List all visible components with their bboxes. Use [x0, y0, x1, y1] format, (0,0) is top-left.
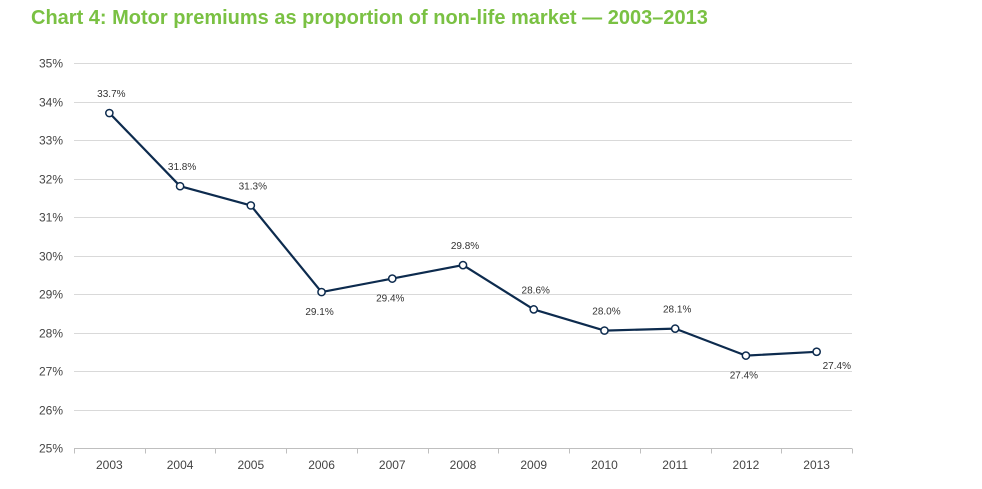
series-line	[108, 112, 817, 357]
data-point-2006	[317, 287, 326, 297]
y-tick-label: 31%	[39, 211, 63, 225]
data-label-2007: 29.4%	[376, 294, 404, 305]
data-point-2005	[246, 201, 256, 210]
y-tick-label: 25%	[39, 442, 63, 456]
data-label-2004: 31.8%	[168, 162, 196, 173]
data-point-2004	[175, 181, 185, 191]
y-tick-label: 29%	[39, 288, 63, 302]
y-tick-label: 35%	[39, 57, 63, 71]
x-tick-label-2003: 2003	[96, 458, 123, 472]
y-tick-label: 32%	[39, 173, 63, 187]
data-labels: 33.7% 31.8% 31.3% 29.1% 29.4% 29.8% 28.6% 28.0%…	[97, 89, 851, 382]
data-point-2012	[741, 351, 751, 360]
x-tick-label-2009: 2009	[520, 458, 547, 472]
data-point-2009	[529, 305, 539, 314]
y-tick-label: 26%	[39, 404, 63, 418]
x-tick-label-2011: 2011	[662, 458, 688, 472]
y-tick-label: 33%	[39, 134, 63, 148]
y-tick-label: 28%	[39, 327, 63, 341]
y-tick-label: 34%	[39, 96, 63, 110]
data-series	[105, 108, 821, 360]
y-tick-label: 27%	[39, 365, 63, 379]
chart-title: Chart 4: Motor premiums as proportion of…	[31, 7, 708, 29]
gridlines	[74, 63, 852, 411]
data-point-2008	[458, 260, 468, 270]
data-label-2012: 27.4%	[730, 371, 758, 382]
data-label-2013: 27.4%	[823, 361, 851, 372]
data-label-2009: 28.6%	[522, 285, 550, 296]
data-point-2003	[105, 108, 114, 118]
data-point-2007	[387, 274, 397, 283]
axes: 25% 26% 27% 28% 29% 30% 31% 32% 33% 34% 35% 2003 200…	[39, 57, 853, 472]
data-point-2011	[670, 324, 680, 333]
x-tick-label-2012: 2012	[733, 458, 760, 472]
x-tick-label-2008: 2008	[450, 458, 477, 472]
x-tick-label-2005: 2005	[237, 458, 264, 472]
data-label-2008: 29.8%	[451, 241, 479, 252]
data-label-2005: 31.3%	[239, 181, 267, 192]
x-tick-label-2013: 2013	[803, 458, 830, 472]
data-label-2011: 28.1%	[663, 305, 691, 316]
y-tick-label: 30%	[39, 250, 63, 264]
data-point-2013	[812, 347, 821, 357]
data-label-2010: 28.0%	[592, 307, 620, 318]
x-tick-label-2006: 2006	[308, 458, 335, 472]
x-tick-label-2007: 2007	[379, 458, 406, 472]
x-tick-label-2010: 2010	[591, 458, 618, 472]
data-point-2010	[600, 326, 609, 335]
data-label-2003: 33.7%	[97, 89, 125, 100]
x-tick-label-2004: 2004	[167, 458, 194, 472]
data-label-2006: 29.1%	[305, 307, 333, 318]
